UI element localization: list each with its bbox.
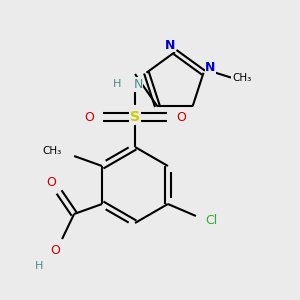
Text: CH₃: CH₃ bbox=[232, 73, 251, 83]
Text: O: O bbox=[50, 244, 60, 257]
Text: O: O bbox=[84, 110, 94, 124]
Text: S: S bbox=[130, 110, 140, 124]
Text: O: O bbox=[46, 176, 56, 188]
Text: Cl: Cl bbox=[205, 214, 217, 226]
Text: H: H bbox=[35, 261, 43, 271]
Text: H: H bbox=[113, 79, 121, 89]
Text: O: O bbox=[176, 110, 186, 124]
Text: N: N bbox=[133, 77, 143, 91]
Text: CH₃: CH₃ bbox=[43, 146, 62, 156]
Text: N: N bbox=[205, 61, 216, 74]
Text: N: N bbox=[165, 38, 175, 52]
